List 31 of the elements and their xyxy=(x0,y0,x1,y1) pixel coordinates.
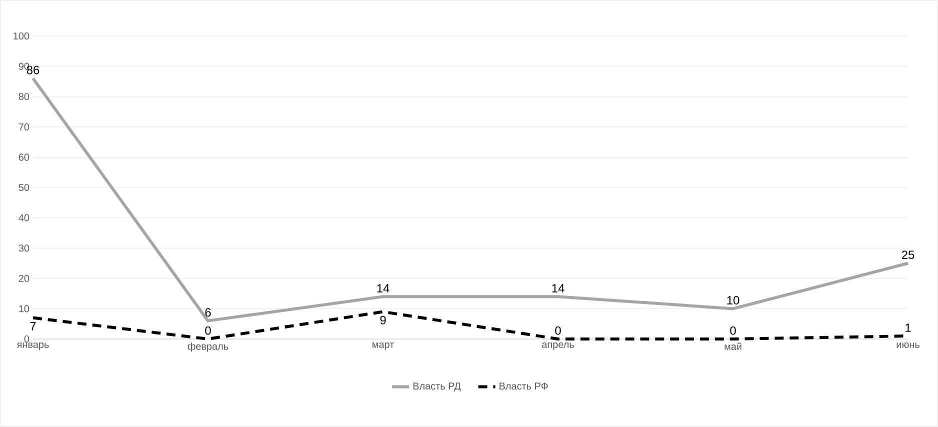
x-tick-label: январь xyxy=(16,342,49,350)
data-label: 14 xyxy=(377,284,390,292)
data-label: 14 xyxy=(552,284,564,292)
data-label: 86 xyxy=(26,66,40,74)
data-label: 7 xyxy=(30,322,36,330)
x-tick-label: апрель xyxy=(542,342,574,350)
x-tick-label: март xyxy=(372,342,394,350)
y-tick-label: 90 xyxy=(18,62,30,70)
data-label: 0 xyxy=(205,326,211,335)
data-label: 10 xyxy=(727,296,740,305)
y-tick-label: 30 xyxy=(18,244,30,252)
y-tick-label: 80 xyxy=(18,93,30,100)
x-tick-label: июнь xyxy=(896,342,920,348)
data-label: 0 xyxy=(730,326,736,335)
legend-label: Власть РД xyxy=(413,382,461,392)
y-tick-label: 10 xyxy=(19,305,30,312)
y-tick-label: 100 xyxy=(14,32,30,40)
x-tick-label: февраль xyxy=(188,342,228,352)
legend-label: Власть РФ xyxy=(500,382,548,390)
data-label: 9 xyxy=(380,316,386,324)
y-tick-label: 70 xyxy=(18,123,30,130)
y-tick-label: 40 xyxy=(18,214,30,222)
data-label: 0 xyxy=(555,326,561,335)
y-tick-label: 0 xyxy=(24,335,30,343)
y-tick-label: 20 xyxy=(18,274,30,282)
data-label: 1 xyxy=(906,324,911,332)
data-label: 6 xyxy=(205,308,211,317)
y-tick-label: 60 xyxy=(18,154,30,161)
data-label: 25 xyxy=(902,250,914,260)
x-tick-label: май xyxy=(724,342,742,350)
y-tick-label: 50 xyxy=(18,184,30,192)
